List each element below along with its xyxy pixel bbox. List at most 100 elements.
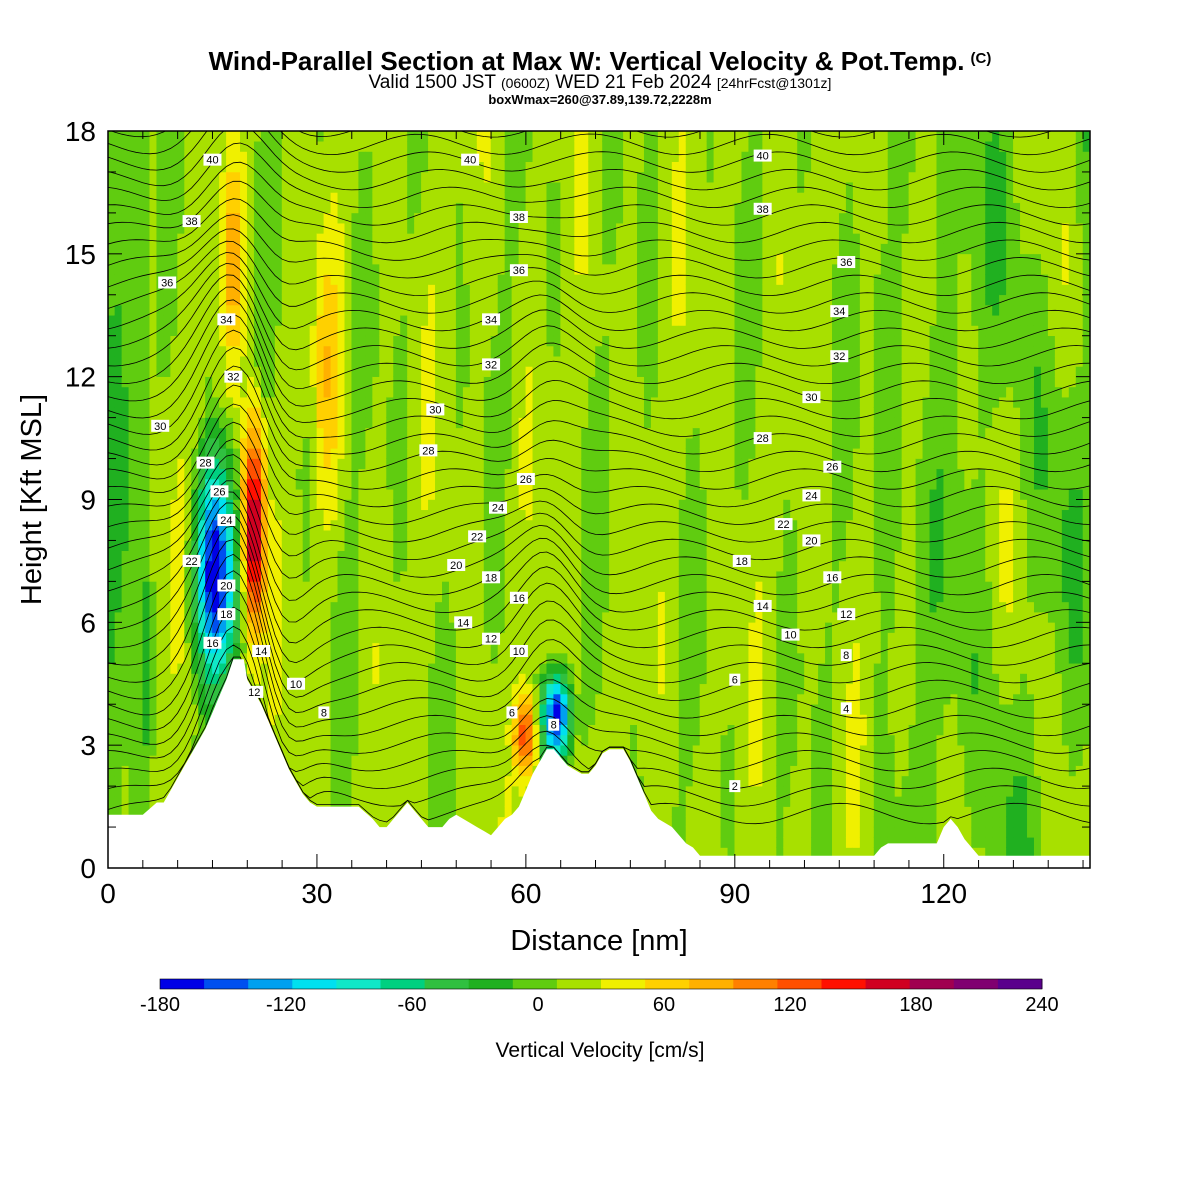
velocity-cell	[337, 355, 346, 367]
velocity-cell	[205, 274, 213, 285]
velocity-cell	[260, 529, 269, 541]
velocity-cell	[553, 161, 561, 173]
velocity-cell	[135, 202, 144, 214]
velocity-cell	[448, 755, 457, 766]
velocity-cell	[114, 755, 123, 766]
velocity-cell	[114, 765, 123, 777]
velocity-cell	[240, 376, 248, 388]
velocity-cell	[518, 785, 527, 797]
velocity-cell	[156, 376, 165, 388]
velocity-cell	[253, 662, 262, 674]
velocity-cell	[142, 611, 151, 623]
velocity-cell	[560, 427, 568, 439]
velocity-cell	[567, 448, 575, 459]
velocity-cell	[490, 151, 499, 163]
velocity-cell	[351, 601, 360, 613]
velocity-cell	[393, 325, 401, 337]
velocity-cell	[240, 140, 248, 152]
velocity-cell	[400, 570, 408, 582]
velocity-cell	[553, 437, 561, 449]
velocity-cell	[365, 161, 373, 173]
velocity-cell	[497, 181, 506, 193]
velocity-cell	[108, 734, 116, 746]
velocity-cell	[177, 161, 185, 173]
velocity-cell	[518, 519, 527, 531]
velocity-cell	[135, 458, 144, 470]
velocity-cell	[240, 499, 248, 511]
velocity-cell	[393, 570, 401, 582]
velocity-cell	[344, 509, 353, 521]
velocity-cell	[135, 192, 144, 203]
velocity-cell	[455, 407, 464, 418]
velocity-cell	[532, 407, 541, 418]
velocity-cell	[260, 396, 269, 408]
velocity-cell	[267, 499, 276, 511]
velocity-cell	[428, 192, 436, 203]
velocity-cell	[163, 601, 171, 613]
velocity-cell	[511, 448, 520, 459]
velocity-cell	[574, 581, 582, 592]
velocity-cell	[504, 683, 513, 695]
velocity-cell	[483, 304, 492, 316]
velocity-cell	[428, 222, 436, 234]
velocity-cell	[191, 417, 199, 429]
velocity-cell	[414, 233, 422, 244]
velocity-cell	[184, 662, 192, 674]
velocity-cell	[365, 744, 373, 756]
velocity-cell	[309, 714, 318, 725]
velocity-cell	[184, 448, 192, 459]
velocity-cell	[455, 550, 464, 562]
velocity-cell	[128, 775, 137, 787]
velocity-cell	[149, 611, 158, 623]
velocity-cell	[532, 529, 541, 541]
velocity-cell	[344, 775, 353, 787]
velocity-cell	[108, 611, 116, 623]
velocity-cell	[316, 570, 325, 582]
velocity-cell	[358, 427, 366, 439]
velocity-cell	[128, 233, 137, 244]
velocity-cell	[281, 591, 290, 603]
velocity-cell	[455, 325, 464, 337]
velocity-cell	[567, 202, 575, 214]
velocity-cell	[351, 693, 360, 705]
velocity-cell	[274, 478, 283, 490]
velocity-cell	[553, 131, 561, 142]
velocity-cell	[497, 366, 506, 377]
velocity-cell	[546, 560, 555, 572]
velocity-cell	[288, 693, 297, 705]
velocity-cell	[309, 192, 318, 203]
velocity-cell	[344, 519, 353, 531]
velocity-cell	[393, 714, 401, 725]
velocity-cell	[448, 468, 457, 480]
velocity-cell	[281, 468, 290, 480]
velocity-cell	[351, 775, 360, 787]
velocity-cell	[128, 744, 137, 756]
velocity-cell	[330, 233, 339, 244]
velocity-cell	[149, 755, 158, 766]
velocity-cell	[539, 284, 548, 296]
velocity-cell	[372, 478, 380, 490]
velocity-cell	[483, 181, 492, 193]
velocity-cell	[553, 386, 561, 398]
velocity-cell	[525, 714, 534, 725]
velocity-cell	[156, 785, 165, 797]
velocity-cell	[156, 611, 165, 623]
velocity-cell	[567, 683, 575, 695]
velocity-cell	[205, 171, 213, 183]
velocity-cell	[177, 202, 185, 214]
velocity-cell	[323, 171, 332, 183]
velocity-cell	[414, 427, 422, 439]
velocity-cell	[400, 673, 408, 685]
velocity-cell	[539, 468, 548, 480]
velocity-cell	[358, 652, 366, 664]
velocity-cell	[553, 519, 561, 531]
velocity-cell	[497, 796, 506, 807]
velocity-cell	[219, 243, 227, 255]
velocity-cell	[393, 796, 401, 807]
velocity-cell	[309, 437, 318, 449]
velocity-cell	[483, 263, 492, 275]
velocity-cell	[309, 396, 318, 408]
velocity-cell	[219, 233, 227, 244]
velocity-cell	[358, 488, 366, 500]
velocity-cell	[497, 243, 506, 255]
